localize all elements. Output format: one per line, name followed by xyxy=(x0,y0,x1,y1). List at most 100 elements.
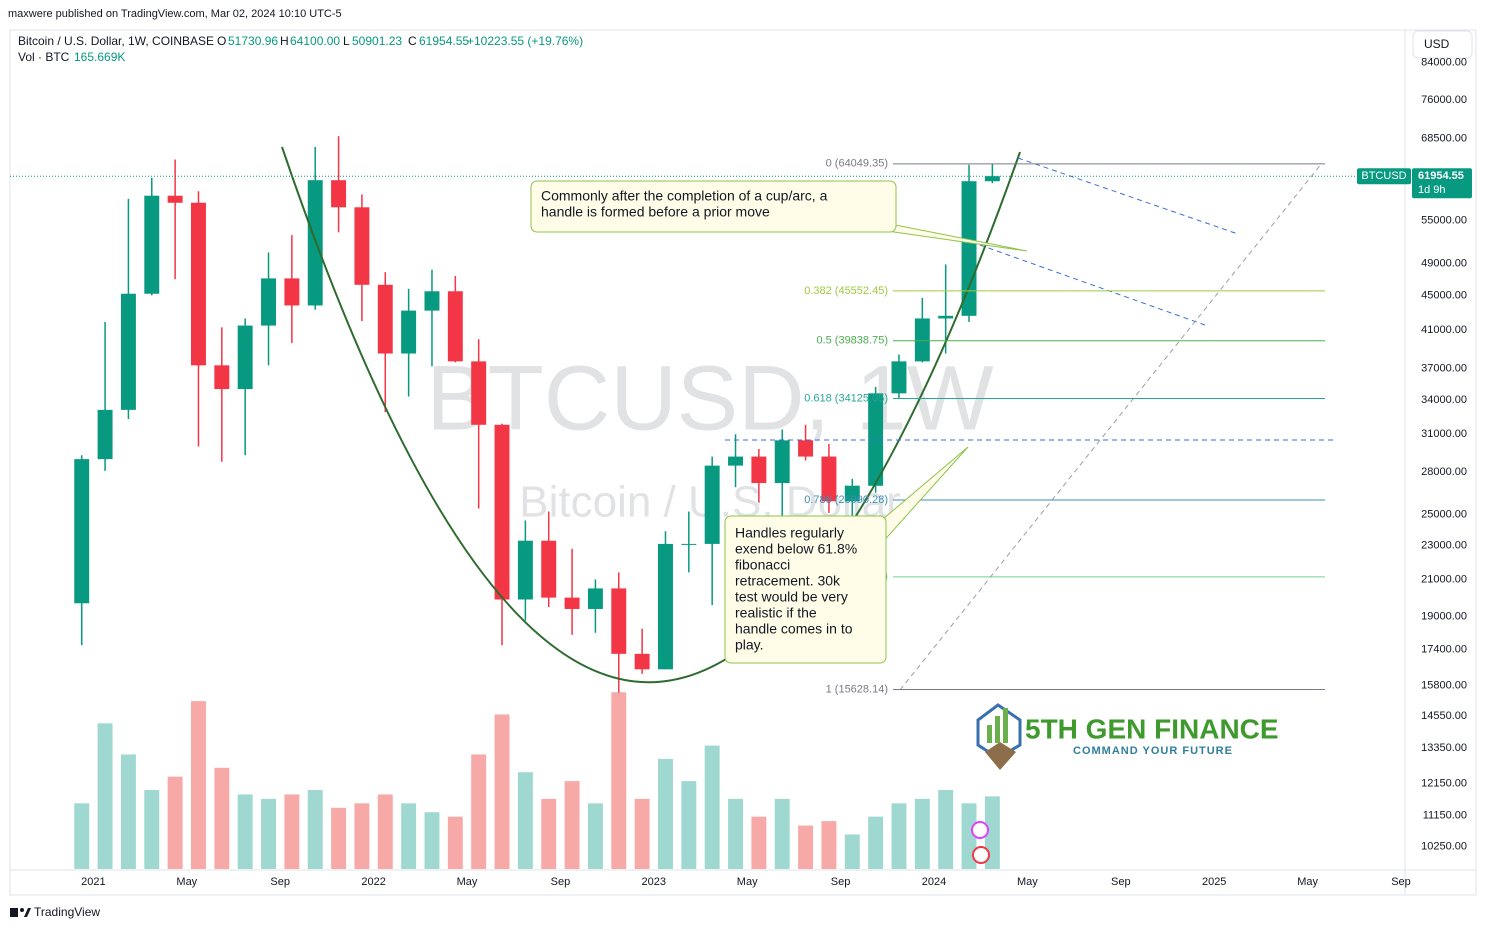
footer-brand: TradingView xyxy=(34,905,100,919)
x-tick-label: Sep xyxy=(1391,876,1411,888)
y-tick-label: 84000.00 xyxy=(1421,57,1467,69)
volume-bar xyxy=(891,803,907,869)
volume-bar xyxy=(517,772,533,869)
legend-change: +10223.55 (+19.76%) xyxy=(467,34,583,48)
candle-body xyxy=(354,207,370,285)
candle-body xyxy=(191,202,206,366)
x-tick-label: Sep xyxy=(1111,876,1131,888)
fib-label: 0.5 (39838.75) xyxy=(816,335,888,347)
fib-label: 0 (64049.35) xyxy=(826,158,888,170)
volume-bar xyxy=(74,803,90,869)
candle-body xyxy=(564,597,580,609)
event-icon[interactable] xyxy=(972,846,990,864)
volume-bar xyxy=(774,798,790,869)
volume-bar xyxy=(284,794,300,869)
price-tag-bg xyxy=(1412,168,1472,199)
legend-c-label: C xyxy=(408,34,417,48)
volume-bar xyxy=(821,821,837,869)
callout xyxy=(530,180,1028,252)
candle-body xyxy=(74,459,90,604)
y-tick-label: 25000.00 xyxy=(1421,508,1467,520)
volume-bar xyxy=(634,798,650,869)
candle-body xyxy=(167,195,183,203)
x-tick-label: Sep xyxy=(551,876,571,888)
y-tick-label: 41000.00 xyxy=(1421,324,1467,336)
y-tick-label: 49000.00 xyxy=(1421,258,1467,270)
footer-logo xyxy=(20,908,24,912)
y-tick-label: 55000.00 xyxy=(1421,215,1467,227)
candle-body xyxy=(914,318,930,362)
annotation-line: retracement. 30k xyxy=(735,573,841,589)
candle-body xyxy=(728,456,743,466)
volume-bar xyxy=(471,754,487,869)
legend-close: 61954.55 xyxy=(419,34,469,48)
currency-button[interactable] xyxy=(1412,30,1473,59)
x-tick-label: May xyxy=(1017,876,1038,888)
candle-body xyxy=(447,291,463,362)
x-tick-label: May xyxy=(737,876,758,888)
legend-h-label: H xyxy=(280,34,289,48)
y-tick-label: 13350.00 xyxy=(1421,742,1467,754)
plot xyxy=(74,136,1000,869)
candle-body xyxy=(120,293,136,410)
volume-bar xyxy=(587,803,603,869)
volume-bar xyxy=(681,781,697,869)
candle-body xyxy=(821,456,837,502)
trend-line xyxy=(979,244,1206,326)
callout-tail xyxy=(879,221,1028,252)
logo-base xyxy=(985,742,1016,770)
volume-bar xyxy=(611,692,627,869)
fib-trend-line xyxy=(899,162,1323,691)
logo-bar xyxy=(987,725,992,743)
annotation-line: handle comes in to xyxy=(735,621,853,637)
logo: 5TH GEN FINANCE COMMAND YOUR FUTURE xyxy=(976,703,1279,770)
candle-body xyxy=(214,365,230,390)
volume-bar xyxy=(191,701,206,869)
candle-body xyxy=(517,540,533,600)
x-tick-label: 2024 xyxy=(922,876,946,888)
volume-bar xyxy=(914,798,930,869)
candle-body xyxy=(587,588,603,609)
symbol-tag: BTCUSD xyxy=(1361,170,1406,182)
annotation-line: exend below 61.8% xyxy=(735,541,857,557)
candle-body xyxy=(681,543,697,545)
candle-body xyxy=(704,465,720,544)
legend-vol: 165.669K xyxy=(74,50,125,64)
x-tick-label: May xyxy=(1297,876,1318,888)
volume-bar xyxy=(728,798,743,869)
volume-bar xyxy=(354,803,370,869)
annotation-line: test would be very xyxy=(735,589,848,605)
candle-body xyxy=(868,393,884,486)
legend-vol-label: Vol · BTC xyxy=(18,50,70,64)
y-tick-label: 15800.00 xyxy=(1421,679,1467,691)
y-tick-label: 28000.00 xyxy=(1421,466,1467,478)
candle-body xyxy=(798,440,814,457)
volume-bar xyxy=(97,723,113,869)
volume-bar xyxy=(237,794,253,869)
candle-body xyxy=(97,409,113,460)
currency[interactable]: USD xyxy=(1424,37,1450,51)
volume-bar xyxy=(798,825,814,869)
y-tick-label: 45000.00 xyxy=(1421,289,1467,301)
legend-low: 50901.23 xyxy=(352,34,402,48)
x-tick-label: 2023 xyxy=(642,876,666,888)
fib-label: 0.786 (25990.28) xyxy=(804,494,888,506)
y-tick-label: 21000.00 xyxy=(1421,573,1467,585)
annotation-line: handle is formed before a prior move xyxy=(541,204,770,220)
x-tick-label: 2025 xyxy=(1202,876,1226,888)
price-tag: 61954.55 xyxy=(1418,170,1464,182)
symbol-tag-bg xyxy=(1357,168,1411,185)
logo-bar xyxy=(1003,708,1008,743)
x-tick-label: Sep xyxy=(831,876,851,888)
event-icon[interactable] xyxy=(971,821,989,839)
volume-bar xyxy=(844,834,860,869)
candle-body xyxy=(611,588,627,654)
y-tick-label: 19000.00 xyxy=(1421,611,1467,623)
logo-tagline: COMMAND YOUR FUTURE xyxy=(1073,745,1233,757)
volume-bar xyxy=(658,758,673,869)
volume-bar xyxy=(704,745,720,869)
candle-body xyxy=(401,310,417,354)
x-tick-label: 2021 xyxy=(81,876,105,888)
